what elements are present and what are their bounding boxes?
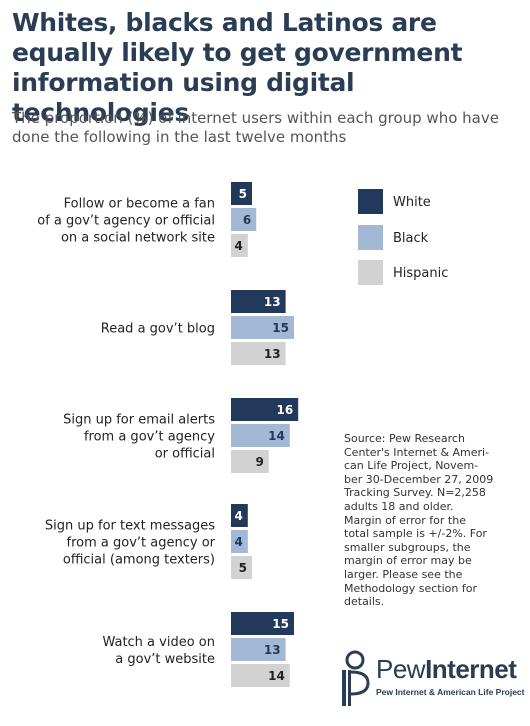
bar-value-label: 13 xyxy=(264,347,281,361)
category-label-line: a gov’t website xyxy=(115,652,215,667)
bar-value-label: 6 xyxy=(243,213,251,227)
bar-value-label: 5 xyxy=(239,561,247,575)
source-note-line: Tracking Survey. N=2,258 xyxy=(344,486,486,500)
chart-subtitle: The proportion (%) of internet users wit… xyxy=(12,109,499,146)
bar-hispanic-2 xyxy=(231,450,269,473)
pew-internet-logo: PewInternet Pew Internet & American Life… xyxy=(338,650,525,710)
bar-hispanic-4 xyxy=(231,664,290,687)
category-label: Follow or become a fan of a gov’t agency … xyxy=(37,197,215,246)
bar-hispanic-0 xyxy=(231,234,248,257)
category-label-line: from a gov’t agency xyxy=(84,430,215,445)
pew-logo-mark-icon xyxy=(342,650,370,706)
legend-swatch-black xyxy=(358,225,383,250)
bar-black-4 xyxy=(231,638,286,661)
category-label-line: Watch a video on xyxy=(102,635,215,650)
category-label-line: of a gov’t agency or official xyxy=(37,214,215,229)
category-label-line: from a gov’t agency or xyxy=(67,536,216,551)
bar-value-label: 4 xyxy=(234,509,242,523)
bar-black-0 xyxy=(231,208,257,231)
bar-white-4 xyxy=(231,612,294,635)
source-note-line: Source: Pew Research xyxy=(344,432,465,445)
bar-white-2 xyxy=(231,398,299,421)
chart-title: Whites, blacks and Latinos are equally l… xyxy=(12,8,463,127)
legend-label-white: White xyxy=(393,195,431,210)
bar-white-0 xyxy=(231,182,252,205)
source-note-line: Margin of error for the xyxy=(344,513,466,527)
bar-value-label: 4 xyxy=(234,535,242,549)
source-note-line: total sample is +/-2%. For xyxy=(344,527,487,541)
bar-white-1 xyxy=(231,290,286,313)
category-label: Watch a video on a gov’t website xyxy=(102,635,215,667)
category-label-line: Sign up for email alerts xyxy=(63,413,215,428)
category-label: Read a gov’t blog xyxy=(101,322,215,337)
category-label-line: official (among texters) xyxy=(63,553,215,568)
source-note-line: adults 18 and older. xyxy=(344,499,454,513)
logo-wordmark: PewInternet xyxy=(376,654,517,684)
bar-black-3 xyxy=(231,530,248,553)
bar-value-label: 5 xyxy=(239,187,247,201)
legend-label-hispanic: Hispanic xyxy=(393,266,448,281)
category-label: Sign up for text messages from a gov’t ag… xyxy=(45,519,216,568)
legend-swatch-white xyxy=(358,189,383,214)
source-note-line: Center's Internet & Ameri- xyxy=(344,445,490,459)
bar-hispanic-1 xyxy=(231,342,286,365)
bar-white-3 xyxy=(231,504,248,527)
category-label-line: or official xyxy=(155,447,215,462)
bar-hispanic-3 xyxy=(231,556,252,579)
bar-value-label: 14 xyxy=(268,429,285,443)
source-note-line: margin of error may be xyxy=(344,554,472,568)
source-note-line: smaller subgroups, the xyxy=(344,540,471,554)
source-note-line: details. xyxy=(344,595,385,609)
category-label-line: Sign up for text messages xyxy=(45,519,215,534)
source-note-line: Methodology section for xyxy=(344,581,477,595)
category-label-line: on a social network site xyxy=(61,231,215,246)
source-note-line: larger. Please see the xyxy=(344,567,463,581)
legend-label-black: Black xyxy=(393,231,429,246)
category-label: Sign up for email alerts from a gov’t age… xyxy=(63,413,215,462)
source-note-line: can Life Project, Novem- xyxy=(344,459,479,473)
legend-swatch-hispanic xyxy=(358,260,383,285)
bar-value-label: 14 xyxy=(268,669,285,683)
source-note: Source: Pew Research Center's Internet & … xyxy=(344,432,524,609)
source-note-line: ber 30-December 27, 2009 xyxy=(344,472,494,486)
bar-value-label: 9 xyxy=(255,455,263,469)
bar-black-2 xyxy=(231,424,290,447)
category-label-line: Follow or become a fan xyxy=(64,197,215,212)
bar-value-label: 16 xyxy=(276,403,293,417)
bar-value-label: 13 xyxy=(264,295,281,309)
bar-black-1 xyxy=(231,316,294,339)
bar-value-label: 15 xyxy=(272,617,289,631)
bar-value-label: 15 xyxy=(272,321,289,335)
logo-tagline: Pew Internet & American Life Project xyxy=(376,687,525,697)
bar-value-label: 13 xyxy=(264,643,281,657)
category-label-line: Read a gov’t blog xyxy=(101,322,215,337)
bar-value-label: 4 xyxy=(234,239,242,253)
